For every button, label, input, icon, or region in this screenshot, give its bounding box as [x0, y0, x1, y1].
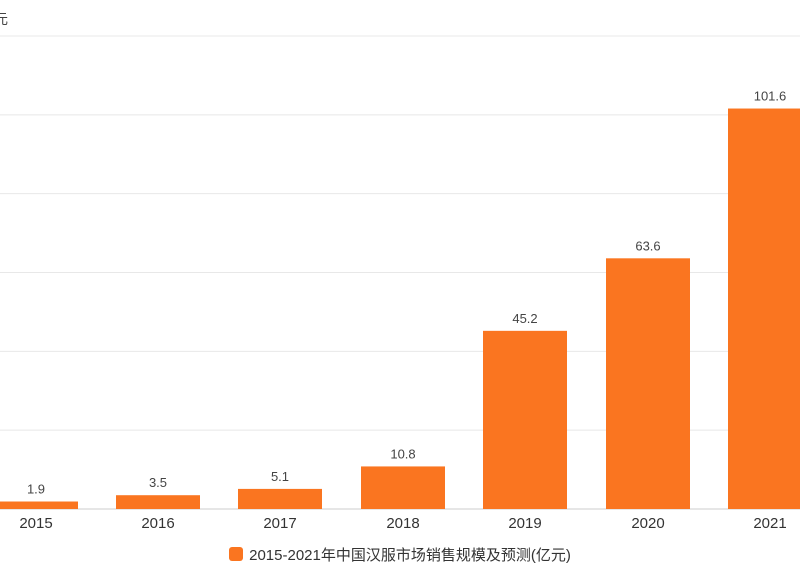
data-label-2015: 1.9: [27, 482, 45, 497]
x-tick-2021: 2021: [753, 515, 786, 532]
bar-2016: [116, 495, 200, 509]
x-tick-2017: 2017: [263, 515, 296, 532]
x-tick-2018: 2018: [386, 515, 419, 532]
x-tick-labels: 2015 2016 2017 2018 2019 2020 2021: [19, 515, 786, 532]
legend-swatch: [229, 547, 244, 561]
bars: [0, 108, 800, 509]
bar-2019: [483, 330, 567, 509]
bar-2021: [728, 108, 800, 509]
y-axis-unit-label: 元: [0, 11, 8, 27]
x-tick-2020: 2020: [631, 515, 664, 532]
data-label-2016: 3.5: [149, 475, 167, 490]
legend: 2015-2021年中国汉服市场销售规模及预测(亿元): [0, 542, 800, 566]
bar-2018: [361, 466, 445, 509]
data-label-2017: 5.1: [271, 469, 289, 484]
x-tick-2019: 2019: [508, 515, 541, 532]
x-tick-2016: 2016: [141, 515, 174, 532]
x-tick-2015: 2015: [19, 515, 52, 532]
data-labels: 1.9 3.5 5.1 10.8 45.2 63.6 101.6: [27, 89, 786, 497]
bar-2015: [0, 501, 78, 509]
bar-2020: [606, 258, 690, 509]
data-label-2021: 101.6: [754, 89, 787, 104]
data-label-2018: 10.8: [390, 446, 415, 461]
legend-label: 2015-2021年中国汉服市场销售规模及预测(亿元): [249, 546, 571, 564]
data-label-2020: 63.6: [635, 238, 660, 253]
bar-2017: [238, 488, 322, 509]
data-label-2019: 45.2: [512, 311, 537, 326]
